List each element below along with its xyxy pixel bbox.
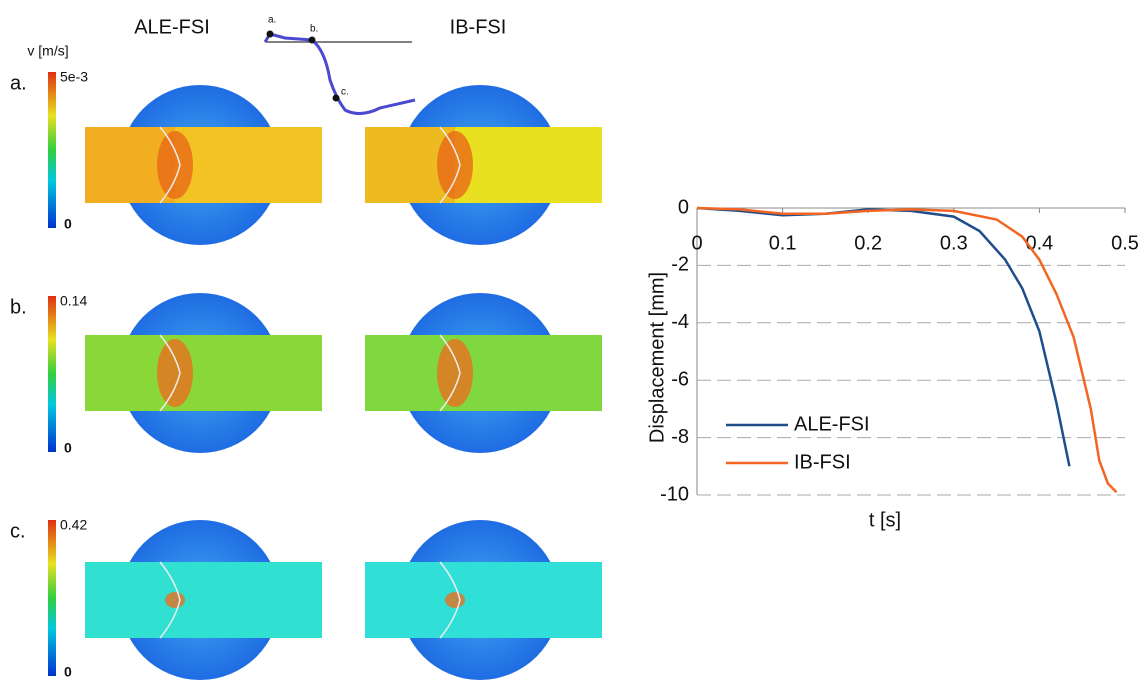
- channel-inlet: [85, 562, 175, 638]
- jet: [157, 131, 193, 199]
- line-chart: 0-2-4-6-8-100 0.1 0.2 0.3 0.4 0.5t [s]Displac…: [646, 196, 1139, 531]
- inset-point: [308, 36, 316, 44]
- inset-point: [266, 30, 274, 38]
- channel-inlet: [365, 562, 455, 638]
- jet: [165, 592, 185, 608]
- valve-leaflet: [159, 126, 181, 204]
- inset-point: [332, 94, 340, 102]
- y-tick-label: -2: [671, 254, 689, 276]
- valve-leaflet: [439, 561, 461, 639]
- row-label: b.: [10, 296, 27, 318]
- x-tick-label: 0: [691, 232, 702, 254]
- x-tick-label: 0.3: [940, 232, 968, 254]
- column-title: IB-FSI: [450, 16, 507, 38]
- inset-label: c.: [341, 87, 349, 98]
- jet: [437, 339, 473, 407]
- valve-leaflet: [159, 561, 181, 639]
- colorbar-min: 0: [64, 216, 72, 232]
- colorbar-min: 0: [64, 664, 72, 680]
- valve-leaflet: [439, 334, 461, 412]
- series-line: [696, 206, 1118, 493]
- inset-curve: [263, 32, 416, 115]
- colorbar-title: v [m/s]: [27, 43, 68, 59]
- row-label: c.: [10, 520, 26, 542]
- colorbar: [48, 296, 56, 452]
- colorbar-min: 0: [64, 440, 72, 456]
- x-tick-label: 0.2: [854, 232, 882, 254]
- legend-label: IB-FSI: [794, 451, 851, 473]
- inset-label: a.: [268, 15, 276, 26]
- y-tick-label: -4: [671, 311, 689, 333]
- series-line: [696, 206, 1071, 467]
- y-axis-title: Displacement [mm]: [646, 272, 668, 443]
- legend-label: ALE-FSI: [794, 413, 870, 435]
- x-axis-title: t [s]: [869, 509, 901, 531]
- row-label: a.: [10, 72, 27, 94]
- inset-label: b.: [310, 24, 318, 35]
- colorbar-max: 5e-3: [60, 69, 88, 85]
- y-tick-label: -6: [671, 368, 689, 390]
- y-tick-label: -10: [660, 483, 689, 505]
- jet: [437, 131, 473, 199]
- colorbar-max: 0.42: [60, 517, 87, 533]
- valve-leaflet: [439, 126, 461, 204]
- x-tick-label: 0.5: [1111, 232, 1139, 254]
- y-tick-label: 0: [678, 196, 689, 218]
- simulation-panels: a. 5e-3 0 b. 0.14 0 c. 0.42 0: [10, 69, 602, 680]
- jet: [157, 339, 193, 407]
- x-tick-label: 0.1: [769, 232, 797, 254]
- colorbar: [48, 72, 56, 228]
- inset: a. b. c.: [263, 15, 416, 115]
- valve-leaflet: [159, 334, 181, 412]
- colorbar: [48, 520, 56, 676]
- y-tick-label: -8: [671, 426, 689, 448]
- colorbar-max: 0.14: [60, 293, 87, 309]
- x-tick-label: 0.4: [1025, 232, 1053, 254]
- jet: [445, 592, 465, 608]
- column-title: ALE-FSI: [134, 16, 210, 38]
